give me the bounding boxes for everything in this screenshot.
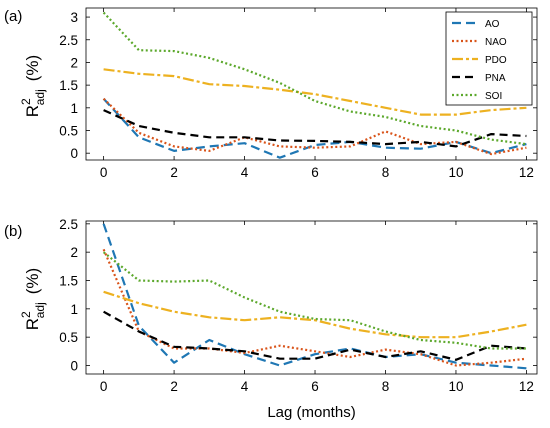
x-axis-label: Lag (months)	[267, 404, 355, 421]
x-tick-label: 10	[448, 165, 463, 180]
series-line-soi	[102, 251, 527, 350]
y-tick-label: 0	[70, 146, 78, 161]
y-tick-label: 0.5	[59, 330, 78, 345]
panel-a: 0 2 4 6 8 10 1200.511.522.53(a)R2adj(%)AONAOPD…	[4, 7, 538, 180]
plot-frame	[85, 7, 538, 161]
y-axis-label-sub: adj	[33, 89, 47, 105]
x-tick-label: 4	[241, 165, 249, 180]
y-tick-label: 3	[70, 10, 78, 25]
x-tick-label: 8	[382, 379, 390, 394]
series-line-soi	[102, 11, 527, 146]
x-tick-label: 8	[382, 165, 390, 180]
y-axis-label-unit: (%)	[23, 268, 42, 294]
series-line-pna	[103, 310, 527, 361]
plot-frame	[85, 220, 538, 375]
x-tick-label: 12	[519, 165, 534, 180]
y-tick-label: 0	[70, 359, 78, 374]
y-tick-label: 1.5	[59, 274, 78, 289]
legend-label-ao: AO	[485, 19, 500, 30]
series-line-pdo	[103, 290, 527, 339]
panel-label: (a)	[4, 8, 22, 25]
legend-label-nao: NAO	[485, 37, 507, 48]
y-axis-label-sup: 2	[19, 311, 33, 318]
x-tick-label: 0	[100, 165, 108, 180]
y-axis-label-base: R	[23, 318, 42, 330]
y-tick-label: 2.5	[59, 217, 78, 232]
series-line-pna	[103, 109, 527, 148]
y-axis-label-sup: 2	[19, 98, 33, 105]
series-line-ao	[102, 223, 527, 370]
y-tick-label: 2	[70, 245, 78, 260]
y-axis-label-base: R	[23, 105, 42, 117]
legend-label-soi: SOI	[485, 91, 502, 102]
y-axis-label: R2adj (%)	[19, 268, 47, 330]
legend-label-pna: PNA	[485, 73, 506, 84]
series-line-nao	[102, 97, 527, 156]
y-tick-label: 2	[70, 55, 78, 70]
panel-label: (b)	[4, 223, 22, 240]
legend: AO NAO PDO PNA SOI	[445, 11, 533, 106]
x-tick-label: 12	[519, 379, 534, 394]
x-tick-label: 6	[311, 165, 319, 180]
series-line-pdo	[103, 68, 527, 116]
y-tick-label: 1	[70, 302, 78, 317]
y-axis-label: R2adj (%)	[19, 55, 47, 117]
x-tick-label: 4	[241, 379, 249, 394]
y-tick-label: 1	[70, 101, 78, 116]
x-tick-label: 6	[311, 379, 319, 394]
y-axis-label-sub: adj	[33, 302, 47, 318]
x-tick-label: 2	[170, 165, 178, 180]
y-tick-label: 0.5	[59, 124, 78, 139]
series-line-ao	[102, 97, 527, 159]
legend-label-pdo: PDO	[485, 55, 507, 66]
y-tick-label: 1.5	[59, 78, 78, 93]
y-tick-label: 2.5	[59, 33, 78, 48]
x-tick-label: 0	[100, 379, 108, 394]
series-line-nao	[102, 248, 527, 367]
y-axis-label-unit: (%)	[23, 55, 42, 81]
x-tick-label: 2	[170, 379, 178, 394]
x-tick-label: 10	[448, 379, 463, 394]
